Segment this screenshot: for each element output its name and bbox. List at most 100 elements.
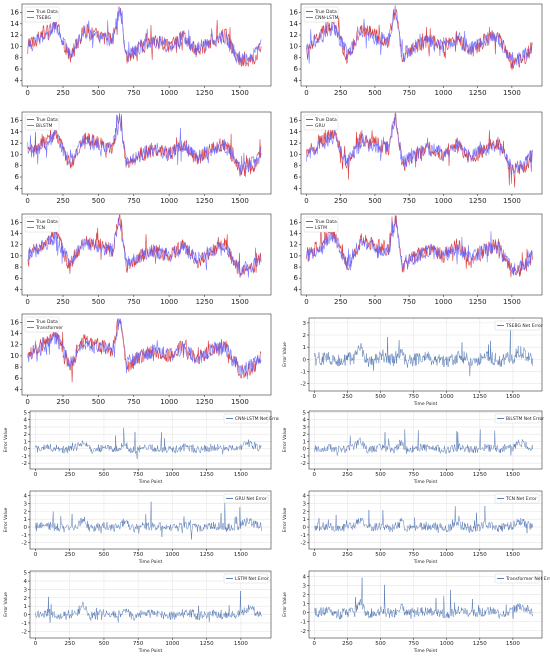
x-tick-label: 750 bbox=[408, 394, 419, 400]
plot-frame bbox=[29, 490, 272, 550]
x-tick-label: 500 bbox=[375, 641, 386, 647]
chart-panel-9: 0 250 500 750 1000 1250 1500 -2 -1 0 1 2 3 4 5 Time Poi… bbox=[0, 407, 280, 485]
plot-frame bbox=[29, 410, 272, 470]
x-tick-label: 1500 bbox=[506, 472, 520, 478]
series-line-2 bbox=[27, 114, 262, 178]
y-tick-label: 12 bbox=[10, 341, 19, 349]
series-line-1 bbox=[314, 577, 533, 620]
y-tick-label: 3 bbox=[303, 502, 307, 508]
y-tick-label: 2 bbox=[24, 509, 28, 515]
x-tick-label: 750 bbox=[408, 641, 419, 647]
plot-frame bbox=[21, 111, 272, 195]
y-tick-label: 6 bbox=[15, 173, 20, 181]
y-tick-label: 10 bbox=[289, 150, 298, 158]
x-tick-label: 0 bbox=[304, 89, 308, 97]
legend: GRU Net Error bbox=[223, 493, 269, 504]
y-axis-label: Error Value bbox=[3, 507, 9, 532]
x-tick-label: 1000 bbox=[434, 197, 452, 205]
y-tick-label: -1 bbox=[22, 533, 27, 539]
legend-label: True Data bbox=[314, 219, 337, 225]
x-tick-label: 250 bbox=[334, 197, 347, 205]
chart-svg: 0 250 500 750 1000 1250 1500 4 6 8 10 12 14 16 True Da… bbox=[289, 111, 543, 205]
legend-box bbox=[494, 320, 540, 331]
chart-panel-13: 0 250 500 750 1000 1250 1500 -2 -1 0 1 2 3 4 5 Time Poi… bbox=[0, 567, 279, 654]
x-tick-label: 750 bbox=[402, 298, 415, 306]
x-axis-label: Time Point bbox=[413, 479, 438, 485]
y-tick-label: 12 bbox=[289, 139, 298, 147]
x-tick-label: 1250 bbox=[196, 197, 214, 205]
series-line-1 bbox=[314, 330, 533, 377]
legend-box bbox=[24, 6, 60, 23]
y-tick-label: -2 bbox=[22, 461, 27, 467]
y-tick-label: 12 bbox=[289, 31, 298, 39]
x-tick-label: 750 bbox=[127, 197, 140, 205]
y-tick-label: 6 bbox=[294, 65, 299, 73]
legend-box bbox=[223, 573, 269, 584]
chart-panel-8: 0 250 500 750 1000 1250 1500 -2 -1 0 1 2 3 Time Point… bbox=[279, 314, 550, 407]
y-tick-label: 16 bbox=[289, 218, 298, 226]
x-tick-label: 1000 bbox=[165, 641, 179, 647]
legend-box bbox=[303, 6, 339, 23]
y-tick-label: 3 bbox=[303, 321, 307, 327]
y-tick-label: 4 bbox=[15, 184, 20, 192]
x-tick-label: 1500 bbox=[506, 552, 520, 558]
plot-frame bbox=[308, 570, 543, 639]
x-tick-label: 1250 bbox=[469, 89, 487, 97]
x-tick-label: 1000 bbox=[160, 197, 178, 205]
chart-panel-12: 0 250 500 750 1000 1250 1500 -2 -1 0 1 2 3 4 Time Poin… bbox=[279, 487, 550, 565]
legend-box bbox=[494, 413, 540, 424]
x-tick-label: 1000 bbox=[440, 394, 454, 400]
x-tick-label: 750 bbox=[408, 472, 419, 478]
y-tick-label: 16 bbox=[10, 318, 19, 326]
y-tick-label: 8 bbox=[15, 363, 19, 371]
x-tick-label: 1000 bbox=[434, 298, 452, 306]
y-tick-label: 4 bbox=[294, 184, 299, 192]
y-tick-label: -2 bbox=[301, 461, 306, 467]
chart-panel-2: 0 250 500 750 1000 1250 1500 4 6 8 10 12 14 16 True Da… bbox=[279, 0, 550, 98]
x-tick-label: 1500 bbox=[231, 398, 249, 406]
y-tick-label: 0 bbox=[303, 447, 307, 453]
y-tick-label: 4 bbox=[15, 76, 20, 84]
y-tick-label: 2 bbox=[303, 432, 307, 438]
x-tick-label: 1500 bbox=[234, 552, 248, 558]
legend-label: True Data bbox=[314, 9, 337, 15]
x-axis-label: Time Point bbox=[413, 559, 438, 565]
x-tick-label: 500 bbox=[375, 552, 386, 558]
y-tick-label: 10 bbox=[10, 352, 19, 360]
x-tick-label: 750 bbox=[127, 398, 140, 406]
y-axis-label: Error Value bbox=[282, 342, 288, 367]
y-tick-label: 3 bbox=[303, 425, 307, 431]
y-tick-label: 4 bbox=[303, 494, 307, 500]
x-tick-label: 750 bbox=[133, 552, 144, 558]
x-tick-label: 250 bbox=[342, 552, 353, 558]
y-tick-label: 4 bbox=[24, 579, 28, 585]
legend-label: GRU bbox=[315, 123, 325, 129]
y-tick-label: 14 bbox=[10, 330, 19, 338]
series-line-2 bbox=[306, 114, 533, 184]
x-tick-label: 1000 bbox=[165, 552, 179, 558]
y-tick-label: 4 bbox=[15, 385, 20, 393]
y-tick-label: 6 bbox=[294, 274, 299, 282]
x-tick-label: 1500 bbox=[234, 641, 248, 647]
legend: BiLSTM Net Error bbox=[494, 413, 544, 424]
y-tick-label: 16 bbox=[10, 8, 19, 16]
plot-frame bbox=[29, 570, 272, 639]
y-tick-label: 5 bbox=[303, 410, 307, 416]
x-axis-label: Time Point bbox=[138, 479, 163, 485]
x-tick-label: 1500 bbox=[231, 197, 249, 205]
x-tick-label: 0 bbox=[313, 641, 317, 647]
legend-label: True Data bbox=[314, 117, 337, 123]
chart-panel-1: 0 250 500 750 1000 1250 1500 4 6 8 10 12 14 16 True Da… bbox=[0, 0, 279, 98]
series-line-1 bbox=[35, 501, 262, 540]
x-tick-label: 250 bbox=[56, 89, 69, 97]
x-tick-label: 750 bbox=[127, 298, 140, 306]
plot-frame bbox=[300, 213, 543, 296]
x-tick-label: 1250 bbox=[473, 552, 487, 558]
x-tick-label: 0 bbox=[25, 89, 29, 97]
chart-svg: 0 250 500 750 1000 1250 1500 -2 -1 0 1 23 4 Time Poin… bbox=[3, 490, 272, 565]
series-line-2 bbox=[306, 5, 533, 67]
